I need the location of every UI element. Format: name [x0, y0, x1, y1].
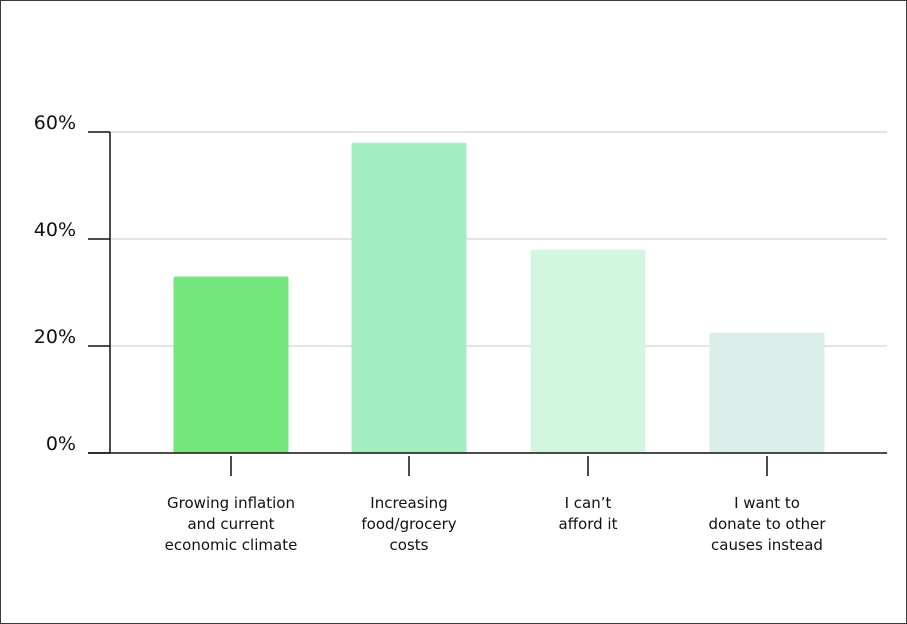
y-tick-label: 20%: [34, 326, 76, 348]
x-axis-ticks: Growing inflation and current economic cli…: [165, 456, 826, 554]
y-axis-ticks: 0% 20% 40% 60%: [34, 112, 110, 455]
axes: [88, 132, 887, 454]
bar: [709, 332, 825, 453]
y-tick-label: 40%: [34, 219, 76, 241]
bar: [530, 249, 646, 453]
y-tick-label: 0%: [46, 433, 76, 455]
bar: [351, 142, 467, 453]
bars: [173, 142, 825, 453]
x-tick-label: I can’t afford it: [559, 494, 618, 533]
bar: [173, 276, 289, 453]
x-tick-label: Growing inflation and current economic cli…: [165, 494, 298, 554]
x-tick-label: I want to donate to other causes instead: [708, 494, 826, 554]
y-tick-label: 60%: [34, 112, 76, 134]
x-tick-label: Increasing food/grocery costs: [361, 494, 456, 554]
